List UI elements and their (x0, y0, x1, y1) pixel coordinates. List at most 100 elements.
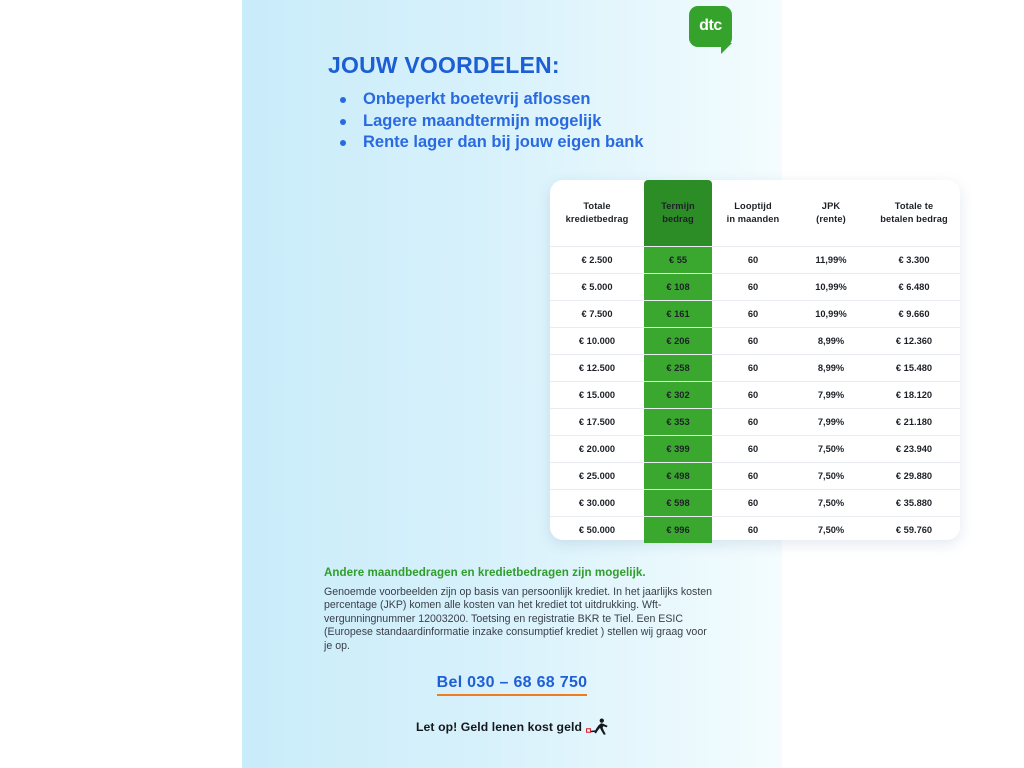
table-cell: € 7.500 (550, 300, 644, 328)
table-cell: 10,99% (794, 300, 868, 328)
table-cell: 60 (712, 327, 794, 355)
table-cell: 60 (712, 489, 794, 517)
table-header-row: Totale kredietbedrag Termijn bedrag Loop… (550, 180, 960, 247)
bullet-icon (340, 118, 346, 125)
table-cell: € 12.360 (868, 327, 960, 355)
credit-warning-block: Let op! Geld lenen kost geld (242, 718, 782, 735)
table-cell: € 353 (644, 408, 712, 436)
column-header-duration: Looptijd in maanden (726, 201, 780, 224)
dtc-logo: dtc (689, 6, 732, 54)
benefit-item: Lagere maandtermijn mogelijk (328, 111, 748, 133)
table-cell: 7,50% (794, 435, 868, 463)
table-cell: € 29.880 (868, 462, 960, 490)
table-cell: 60 (712, 300, 794, 328)
table-cell: € 12.500 (550, 354, 644, 382)
table-cell: € 20.000 (550, 435, 644, 463)
table-row: € 17.500 € 353 60 7,99% € 21.180 (550, 408, 960, 436)
table-cell: 8,99% (794, 354, 868, 382)
table-cell: € 5.000 (550, 273, 644, 301)
bullet-icon (340, 140, 346, 146)
table-cell: 60 (712, 516, 794, 543)
table-cell: € 23.940 (868, 435, 960, 463)
speech-bubble-tail-icon (721, 43, 732, 54)
table-cell: € 15.480 (868, 354, 960, 382)
credit-warning-label: Let op! Geld lenen kost geld (416, 719, 582, 734)
table-cell: € 25.000 (550, 462, 644, 490)
table-cell: 60 (712, 246, 794, 274)
running-man-icon (586, 718, 608, 735)
table-row: € 5.000 € 108 60 10,99% € 6.480 (550, 273, 960, 301)
table-row: € 10.000 € 206 60 8,99% € 12.360 (550, 327, 960, 355)
table-cell: 8,99% (794, 327, 868, 355)
table-cell: 7,50% (794, 462, 868, 490)
benefit-item: Onbeperkt boetevrij aflossen (328, 89, 748, 111)
table-cell: € 399 (644, 435, 712, 463)
table-cell: € 206 (644, 327, 712, 355)
benefit-label: Rente lager dan bij jouw eigen bank (363, 133, 644, 151)
disclaimer-body: Genoemde voorbeelden zijn op basis van p… (324, 586, 713, 652)
table-row: € 30.000 € 598 60 7,50% € 35.880 (550, 489, 960, 517)
table-cell: € 17.500 (550, 408, 644, 436)
disclaimer-block: Andere maandbedragen en kredietbedragen … (324, 566, 714, 653)
table-cell: 60 (712, 462, 794, 490)
table-cell: € 10.000 (550, 327, 644, 355)
table-cell: 60 (712, 381, 794, 409)
column-header-total-payable: Totale te betalen bedrag (880, 201, 948, 224)
flyer-panel: JOUW VOORDELEN: Onbeperkt boetevrij aflo… (242, 0, 960, 768)
column-header-jpk: JPK (rente) (816, 201, 846, 224)
table-cell: € 996 (644, 516, 712, 543)
benefits-list: Onbeperkt boetevrij aflossen Lagere maan… (328, 89, 748, 154)
table-cell: € 55 (644, 246, 712, 274)
table-row: € 2.500 € 55 60 11,99% € 3.300 (550, 246, 960, 274)
table-cell: € 161 (644, 300, 712, 328)
page-title: JOUW VOORDELEN: (328, 52, 560, 78)
table-cell: € 9.660 (868, 300, 960, 328)
benefits-header-block: JOUW VOORDELEN: Onbeperkt boetevrij aflo… (328, 52, 748, 154)
rates-card: Totale kredietbedrag Termijn bedrag Loop… (550, 180, 960, 543)
table-cell: 60 (712, 435, 794, 463)
table-cell: 10,99% (794, 273, 868, 301)
table-cell: € 30.000 (550, 489, 644, 517)
bullet-icon (340, 97, 346, 103)
table-cell: 7,99% (794, 408, 868, 436)
table-cell: 11,99% (794, 246, 868, 274)
table-cell: 60 (712, 408, 794, 436)
table-cell: € 50.000 (550, 516, 644, 543)
benefit-item: Rente lager dan bij jouw eigen bank (328, 132, 748, 154)
table-cell: € 21.180 (868, 408, 960, 436)
table-cell: 7,50% (794, 516, 868, 543)
table-cell: € 108 (644, 273, 712, 301)
rates-table: Totale kredietbedrag Termijn bedrag Loop… (550, 180, 960, 543)
table-row: € 25.000 € 498 60 7,50% € 29.880 (550, 462, 960, 490)
table-cell: € 598 (644, 489, 712, 517)
table-cell: 7,99% (794, 381, 868, 409)
table-cell: € 35.880 (868, 489, 960, 517)
table-row: € 50.000 € 996 60 7,50% € 59.760 (550, 516, 960, 543)
table-cell: € 2.500 (550, 246, 644, 274)
table-cell: € 6.480 (868, 273, 960, 301)
table-cell: € 302 (644, 381, 712, 409)
disclaimer-heading: Andere maandbedragen en kredietbedragen … (324, 566, 646, 579)
column-header-total-credit: Totale kredietbedrag (565, 201, 629, 224)
table-cell: 60 (712, 273, 794, 301)
table-row: € 12.500 € 258 60 8,99% € 15.480 (550, 354, 960, 382)
benefit-label: Onbeperkt boetevrij aflossen (363, 90, 591, 108)
column-header-monthly-amount: Termijn bedrag (644, 180, 712, 247)
table-cell: 60 (712, 354, 794, 382)
table-cell: € 258 (644, 354, 712, 382)
table-cell: € 59.760 (868, 516, 960, 543)
table-header: Totale kredietbedrag Termijn bedrag Loop… (550, 180, 960, 247)
table-row: € 15.000 € 302 60 7,99% € 18.120 (550, 381, 960, 409)
logo-wordmark: dtc (699, 17, 722, 34)
benefit-label: Lagere maandtermijn mogelijk (363, 111, 602, 130)
phone-link[interactable]: Bel 030 – 68 68 750 (436, 674, 588, 696)
table-cell: 7,50% (794, 489, 868, 517)
table-row: € 7.500 € 161 60 10,99% € 9.660 (550, 300, 960, 328)
phone-block: Bel 030 – 68 68 750 (242, 674, 782, 696)
table-cell: € 15.000 (550, 381, 644, 409)
speech-bubble-icon (689, 6, 732, 47)
table-row: € 20.000 € 399 60 7,50% € 23.940 (550, 435, 960, 463)
table-cell: € 3.300 (868, 246, 960, 274)
table-body: € 2.500 € 55 60 11,99% € 3.300 € 5.000 € 108 60… (550, 246, 960, 543)
